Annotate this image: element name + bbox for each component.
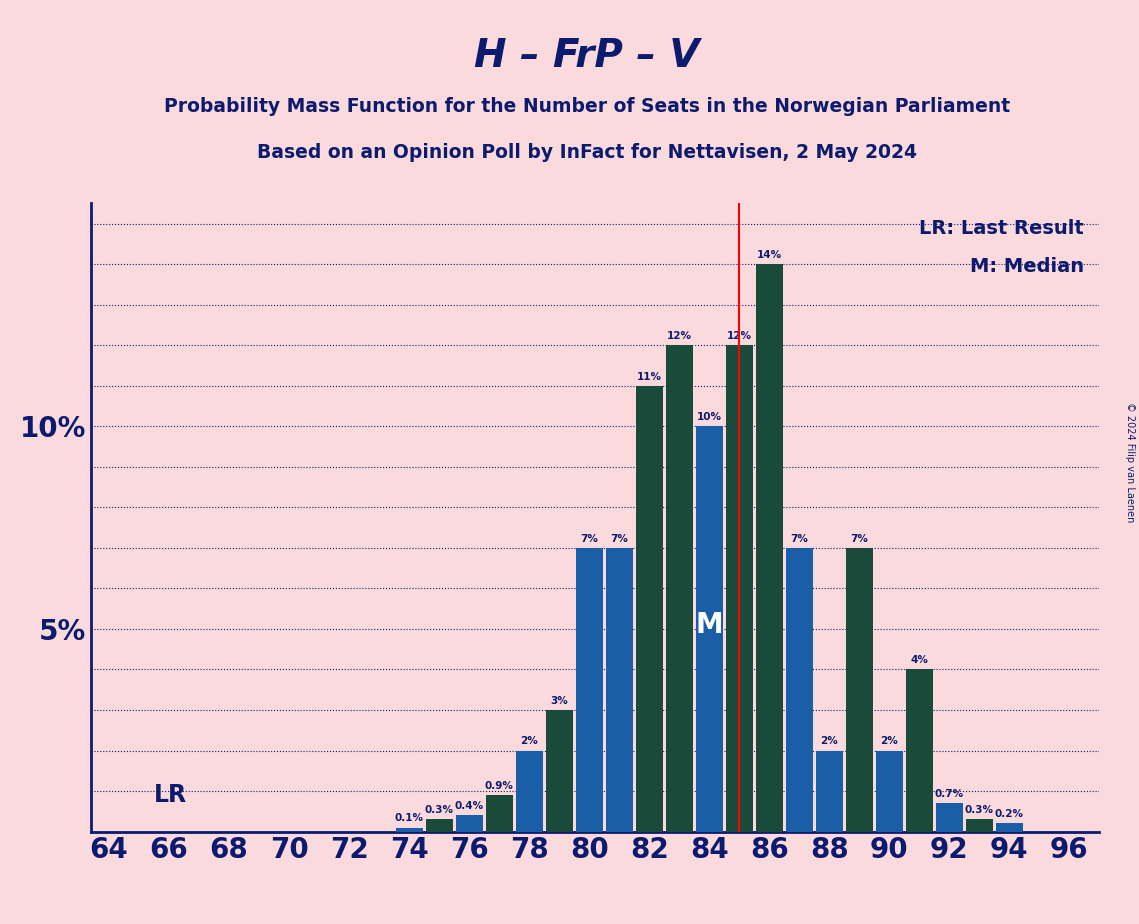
Bar — [906, 670, 933, 832]
Text: 4%: 4% — [910, 655, 928, 665]
Bar — [755, 264, 782, 832]
Text: 3%: 3% — [550, 696, 568, 706]
Text: 14%: 14% — [756, 250, 781, 260]
Text: 11%: 11% — [637, 371, 662, 382]
Text: 10%: 10% — [697, 412, 722, 422]
Text: 0.7%: 0.7% — [935, 789, 964, 799]
Text: 2%: 2% — [880, 736, 898, 747]
Bar — [636, 385, 663, 832]
Text: Probability Mass Function for the Number of Seats in the Norwegian Parliament: Probability Mass Function for the Number… — [164, 97, 1009, 116]
Text: Based on an Opinion Poll by InFact for Nettavisen, 2 May 2024: Based on an Opinion Poll by InFact for N… — [256, 143, 917, 163]
Bar — [966, 820, 992, 832]
Text: 0.9%: 0.9% — [485, 781, 514, 791]
Text: 0.3%: 0.3% — [965, 806, 993, 815]
Bar — [665, 346, 693, 832]
Text: 2%: 2% — [820, 736, 838, 747]
Text: 7%: 7% — [790, 534, 808, 544]
Text: 12%: 12% — [666, 331, 691, 341]
Bar — [995, 823, 1023, 832]
Bar — [726, 346, 753, 832]
Bar — [845, 548, 872, 832]
Text: H – FrP – V: H – FrP – V — [474, 37, 699, 75]
Bar — [575, 548, 603, 832]
Text: 2%: 2% — [521, 736, 538, 747]
Bar — [606, 548, 632, 832]
Bar — [485, 796, 513, 832]
Text: M: M — [695, 611, 723, 638]
Bar — [786, 548, 812, 832]
Text: LR: Last Result: LR: Last Result — [919, 219, 1084, 238]
Text: 7%: 7% — [580, 534, 598, 544]
Text: © 2024 Filip van Laenen: © 2024 Filip van Laenen — [1125, 402, 1134, 522]
Bar — [456, 815, 483, 832]
Text: 0.2%: 0.2% — [994, 809, 1024, 820]
Text: 0.3%: 0.3% — [425, 806, 453, 815]
Bar — [395, 828, 423, 832]
Text: 0.4%: 0.4% — [454, 801, 484, 811]
Text: 7%: 7% — [611, 534, 628, 544]
Text: 12%: 12% — [727, 331, 752, 341]
Bar — [816, 750, 843, 832]
Bar — [546, 710, 573, 832]
Bar — [876, 750, 902, 832]
Bar — [935, 803, 962, 832]
Bar — [516, 750, 542, 832]
Text: M: Median: M: Median — [970, 257, 1084, 275]
Text: 0.1%: 0.1% — [394, 813, 424, 823]
Bar — [426, 820, 452, 832]
Bar — [696, 426, 722, 832]
Text: 7%: 7% — [850, 534, 868, 544]
Text: LR: LR — [154, 784, 187, 808]
